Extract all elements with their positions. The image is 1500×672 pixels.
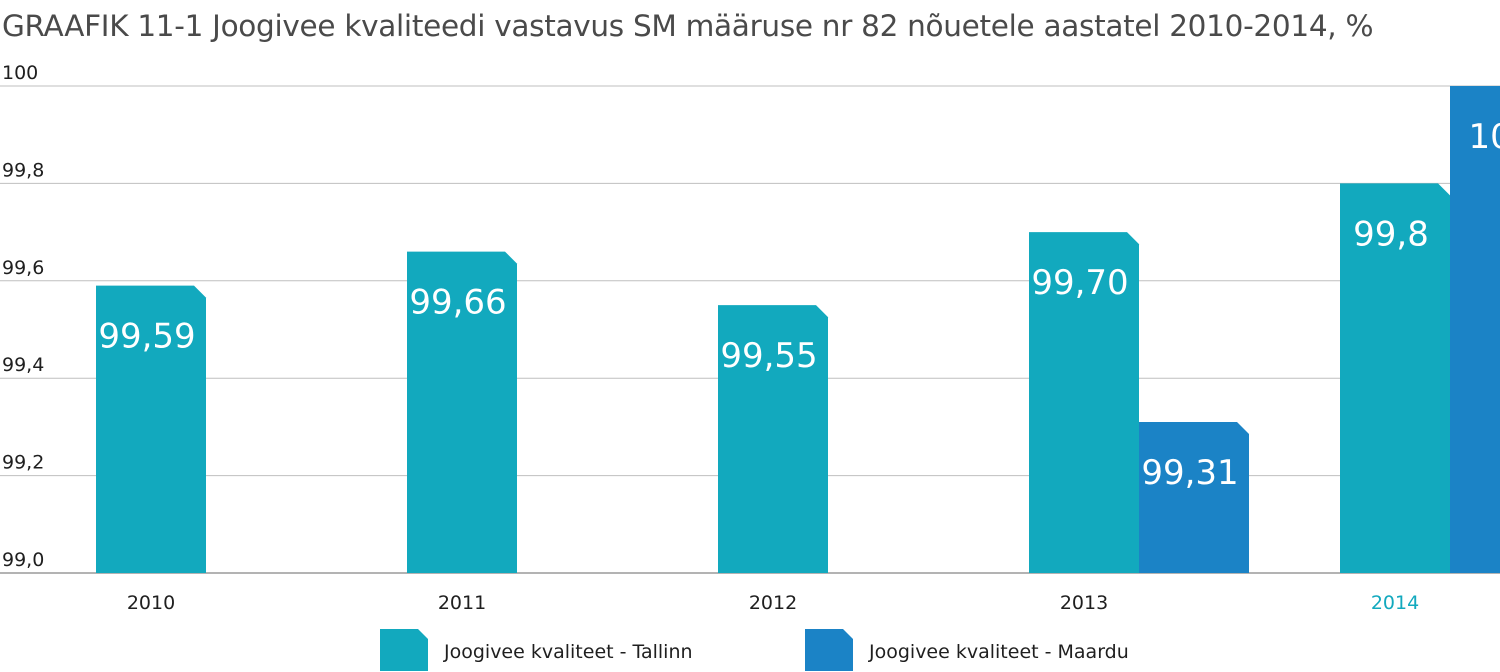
bar	[718, 305, 828, 573]
y-axis-tick-labels: 99,0 99,2 99,4 99,6 99,8 100	[2, 62, 44, 571]
bar	[407, 251, 517, 573]
x-category-label: 2011	[438, 592, 486, 614]
x-axis-category-labels: 2010 2011 2012 2013 2014	[127, 592, 1419, 614]
bar-data-label: 99,31	[1141, 453, 1238, 493]
bar-data-label: 99,66	[409, 283, 506, 323]
legend-swatch	[805, 629, 853, 671]
bar	[1340, 183, 1450, 573]
x-category-label: 2013	[1060, 592, 1108, 614]
legend-label: Joogivee kvaliteet - Maardu	[868, 641, 1129, 663]
x-category-label: 2014	[1371, 592, 1419, 614]
y-tick-label: 99,6	[2, 257, 44, 279]
y-tick-label: 99,0	[2, 549, 44, 571]
bar-data-label: 99,59	[98, 317, 195, 357]
x-category-label: 2012	[749, 592, 797, 614]
y-tick-label: 99,8	[2, 159, 44, 181]
y-tick-label: 100	[2, 62, 38, 84]
bar-data-label: 100	[1469, 117, 1500, 157]
legend: Joogivee kvaliteet - Tallinn Joogivee kva…	[380, 629, 1129, 671]
bars: 99,59 99,66 99,55 99,70 99,31 99,8 100	[96, 86, 1500, 573]
legend-label: Joogivee kvaliteet - Tallinn	[443, 641, 693, 663]
chart-title: GRAAFIK 11-1 Joogivee kvaliteedi vastavu…	[2, 9, 1374, 43]
y-tick-label: 99,4	[2, 354, 44, 376]
x-category-label: 2010	[127, 592, 175, 614]
bar-data-label: 99,8	[1353, 214, 1429, 254]
bar	[1450, 86, 1500, 573]
bar-data-label: 99,55	[720, 336, 817, 376]
bar	[1139, 422, 1249, 573]
bar	[96, 285, 206, 573]
legend-swatch	[380, 629, 428, 671]
y-tick-label: 99,2	[2, 452, 44, 474]
bar	[1029, 232, 1139, 573]
bar-data-label: 99,70	[1031, 263, 1128, 303]
